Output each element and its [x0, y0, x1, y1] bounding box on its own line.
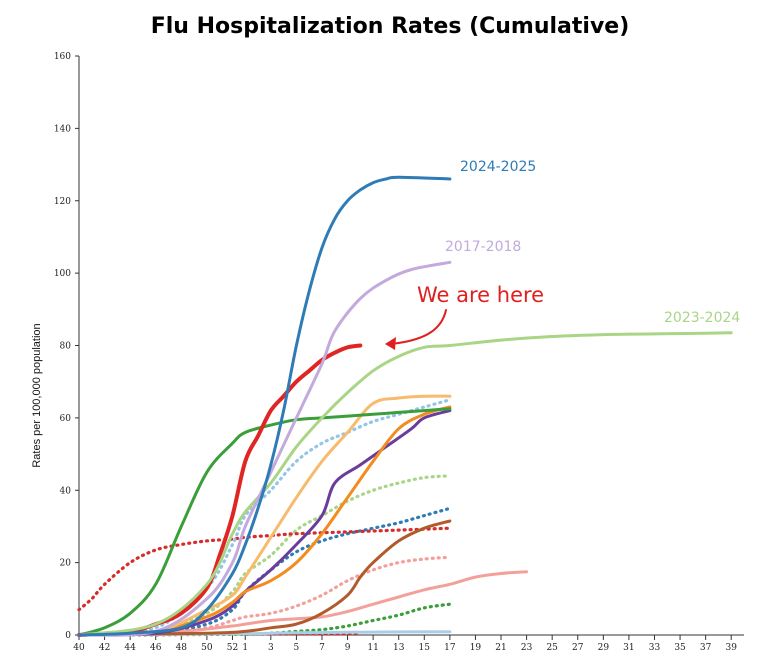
series-line-2023-2024 [77, 331, 733, 637]
x-tick-label-7: 7 [319, 643, 325, 653]
series-line-purple [77, 409, 452, 637]
x-tick-label-17: 17 [444, 643, 456, 653]
x-tick-label-5: 5 [294, 643, 300, 653]
x-tick-label-1: 1 [242, 643, 248, 653]
series-line-dotted-pink [77, 555, 452, 637]
series-line-dotted-blue [77, 506, 452, 637]
x-tick-label-25: 25 [546, 643, 558, 653]
x-tick-label-13: 13 [393, 643, 405, 653]
x-tick-label-37: 37 [700, 643, 712, 653]
x-tick-label-50: 50 [201, 643, 213, 653]
x-tick-label-40: 40 [73, 643, 85, 653]
y-tick-label-80: 80 [60, 342, 72, 352]
x-tick-label-19: 19 [470, 643, 482, 653]
x-tick-label-52: 52 [227, 643, 238, 653]
x-tick-label-9: 9 [345, 643, 351, 653]
x-tick-label-3: 3 [268, 643, 274, 653]
y-tick-label-160: 160 [54, 52, 71, 62]
y-tick-label-20: 20 [60, 559, 72, 569]
x-tick-label-44: 44 [124, 643, 136, 653]
series-line-2009-2010 [77, 407, 452, 637]
annotation-arrow [390, 309, 447, 345]
series-line-salmon [77, 570, 529, 637]
x-tick-label-35: 35 [674, 643, 686, 653]
series-line-brown [77, 519, 452, 637]
x-tick-label-29: 29 [598, 643, 610, 653]
annotation-we-are-here: We are here [417, 283, 544, 307]
x-tick-label-21: 21 [495, 643, 506, 653]
y-tick-label-60: 60 [60, 414, 72, 424]
annotation-arrowhead [385, 337, 396, 350]
series-line-dotted-green [77, 602, 452, 637]
series-line-2017-2018 [77, 260, 452, 637]
y-tick-label-0: 0 [65, 631, 71, 641]
x-tick-label-31: 31 [623, 643, 634, 653]
series-line-2024-2025 [77, 175, 452, 637]
series-label-2024-2025: 2024-2025 [460, 159, 536, 175]
chart-title: Flu Hospitalization Rates (Cumulative) [150, 14, 630, 39]
x-tick-label-33: 33 [649, 643, 661, 653]
y-tick-label-100: 100 [54, 269, 71, 279]
x-tick-label-27: 27 [572, 643, 584, 653]
series-line-dotted-light-green [77, 474, 452, 637]
y-tick-label-120: 120 [54, 197, 71, 207]
series-label-2017-2018: 2017-2018 [445, 239, 521, 255]
x-tick-label-15: 15 [419, 643, 431, 653]
x-tick-label-42: 42 [99, 643, 110, 653]
x-tick-label-11: 11 [367, 643, 378, 653]
series-line-orange [77, 405, 452, 637]
y-tick-label-40: 40 [60, 486, 72, 496]
series-label-2023-2024: 2023-2024 [664, 310, 740, 326]
x-tick-label-23: 23 [521, 643, 533, 653]
x-tick-label-46: 46 [150, 643, 162, 653]
x-tick-label-39: 39 [725, 643, 737, 653]
y-axis-label: Rates per 100,000 population [31, 323, 43, 467]
series-line-dotted-red [77, 526, 452, 612]
x-tick-label-48: 48 [176, 643, 188, 653]
y-tick-label-140: 140 [54, 124, 71, 134]
